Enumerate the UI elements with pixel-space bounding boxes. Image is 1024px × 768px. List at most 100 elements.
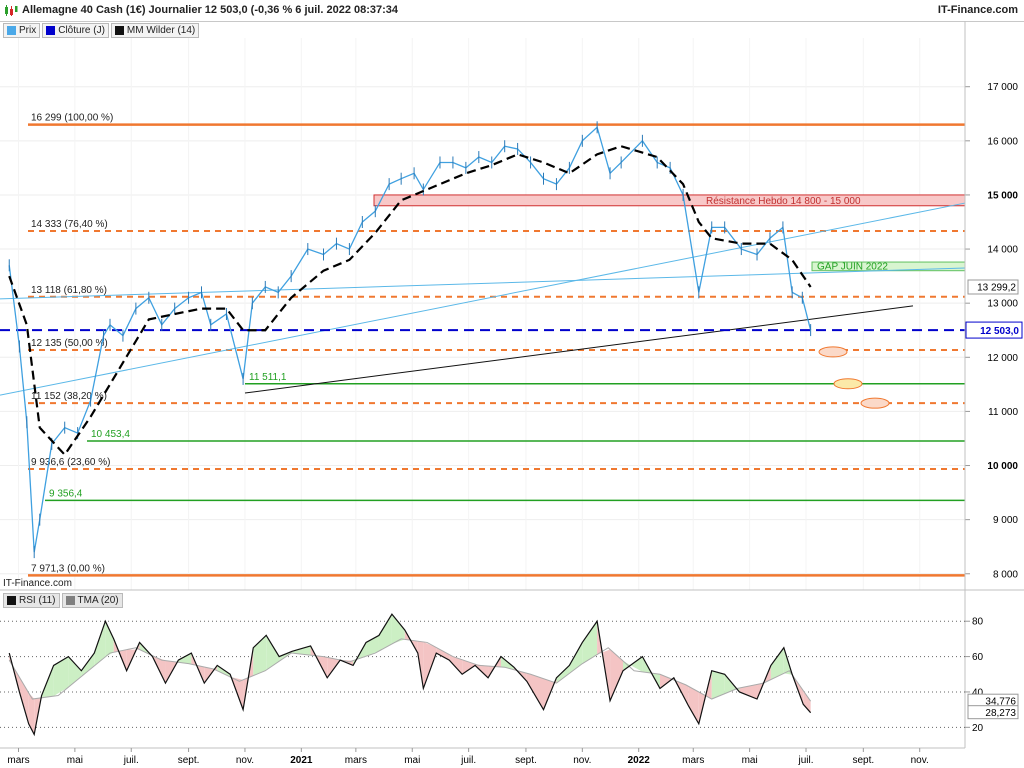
tma-line [8, 638, 812, 702]
support-levels: 11 511,1 10 453,4 9 356,4 [45, 372, 965, 502]
price-swatch [7, 26, 16, 35]
rsi-fill [391, 614, 405, 644]
rsi-line [8, 613, 812, 737]
legend-item-tma[interactable]: TMA (20) [61, 593, 123, 608]
fibonacci-label: 13 118 (61,80 %) [31, 285, 107, 296]
rsi-fill [53, 656, 69, 697]
wilder-swatch [114, 26, 124, 35]
rsi-fill [582, 621, 598, 664]
rsi-fill [659, 674, 674, 689]
last-price-label: 12 503,0 [980, 326, 1019, 337]
rsi-tick-label: 20 [972, 723, 984, 734]
date-tick-label: mars [682, 755, 704, 766]
rsi-fill [19, 677, 29, 724]
rsi-swatch [7, 596, 16, 605]
rsi-fill [597, 621, 611, 701]
target-ellipse [860, 397, 890, 409]
rsi-fill [423, 641, 437, 689]
date-tick-label: juil. [460, 755, 476, 766]
fibonacci-label: 14 333 (76,40 %) [31, 219, 108, 230]
resistance-zone-label: Résistance Hebdo 14 800 - 15 000 [706, 196, 861, 207]
gap-zone-label: GAP JUIN 2022 [817, 262, 888, 273]
rsi-fill [556, 665, 570, 684]
upper-channel-line [0, 202, 966, 396]
date-tick-label: nov. [911, 755, 929, 766]
legend-label-close: Clôture (J) [58, 25, 105, 36]
date-tick-label: sept. [178, 755, 200, 766]
wilder-value-label: 13 299,2 [977, 282, 1016, 293]
chart-title: Allemagne 40 Cash (1€) Journalier 12 503… [22, 4, 399, 16]
rsi-fill [688, 686, 699, 724]
wilder-value-tag [967, 279, 1019, 295]
fibonacci-label: 7 971,3 (0,00 %) [31, 563, 105, 574]
rsi-tick-label: 60 [972, 652, 984, 663]
rsi-series [8, 613, 812, 737]
price-y-axis: 8 000 9 000 10 000 11 000 12 000 13 000 14 000… [965, 82, 1023, 580]
price-tick-label: 16 000 [987, 136, 1018, 147]
rsi-fill [449, 654, 463, 675]
trendlines [0, 202, 966, 396]
legend-label-rsi: RSI (11) [19, 595, 56, 606]
price-tick-label: 13 000 [987, 299, 1018, 310]
price-legend: Prix Clôture (J) MM Wilder (14) [3, 23, 201, 38]
legend-item-close[interactable]: Clôture (J) [42, 23, 109, 38]
tma-swatch [65, 596, 75, 605]
price-gridlines [0, 38, 965, 590]
price-tick-label: 17 000 [987, 82, 1018, 93]
rsi-tick-label: 40 [972, 687, 984, 698]
rsi-fill [770, 647, 784, 680]
support-label: 11 511,1 [249, 372, 287, 383]
legend-item-price[interactable]: Prix [3, 23, 41, 38]
legend-item-wilder[interactable]: MM Wilder (14) [110, 23, 200, 38]
rsi-fill [292, 645, 311, 656]
close-swatch [46, 26, 56, 35]
support-label: 10 453,4 [91, 429, 130, 440]
price-panel [0, 38, 965, 590]
rsi-fill [105, 621, 114, 657]
date-tick-label: juil. [798, 755, 814, 766]
wilder-ma-line [8, 145, 812, 457]
price-tick-label: 14 000 [987, 245, 1018, 256]
last-price-tag [965, 321, 1023, 339]
target-markers [818, 346, 890, 409]
target-ellipse [833, 378, 863, 390]
rsi-fill [81, 653, 95, 677]
date-tick-label: mars [345, 755, 367, 766]
rsi-gridlines [0, 620, 965, 728]
rsi-fill [526, 673, 544, 710]
price-tick-label: 12 000 [987, 353, 1018, 364]
rsi-tick-label: 80 [972, 617, 984, 628]
date-tick-label: mai [67, 755, 83, 766]
date-tick-label: sept. [852, 755, 874, 766]
date-tick-label: juil. [123, 755, 139, 766]
date-tick-label: sept. [515, 755, 537, 766]
rsi-value-tag [967, 705, 1019, 720]
date-tick-label: 2022 [628, 755, 651, 766]
fibonacci-label: 9 936,6 (23,60 %) [31, 457, 111, 468]
price-tick-label: 10 000 [987, 461, 1018, 472]
resistance-zone [373, 194, 966, 207]
rsi-fill [803, 690, 811, 713]
fibonacci-label: 16 299 (100,00 %) [31, 113, 113, 124]
date-tick-label: nov. [236, 755, 254, 766]
price-line [8, 126, 812, 553]
legend-item-rsi[interactable]: RSI (11) [3, 593, 60, 608]
date-tick-label: 2021 [290, 755, 313, 766]
date-tick-label: mai [742, 755, 758, 766]
rsi-fill [739, 684, 758, 700]
date-tick-label: mai [404, 755, 420, 766]
date-tick-label: mars [7, 755, 29, 766]
rsi-fill [436, 647, 450, 661]
rsi-fill [610, 649, 623, 701]
tma-value-label: 34,776 [985, 697, 1016, 708]
legend-label-wilder: MM Wilder (14) [126, 25, 196, 36]
date-x-axis: mars mai juil. sept. nov. 2021 mars mai juil. sep… [7, 748, 929, 766]
price-tick-label: 15 000 [987, 190, 1018, 201]
fibonacci-label: 11 152 (38,20 %) [31, 391, 107, 402]
rsi-fill [68, 656, 82, 688]
candlestick-chart-icon [5, 5, 18, 16]
rsi-value-label: 28,273 [985, 708, 1016, 719]
fibonacci-levels: 16 299 (100,00 %) 14 333 (76,40 %) 13 118 … [28, 113, 965, 577]
support-label: 9 356,4 [49, 488, 83, 499]
